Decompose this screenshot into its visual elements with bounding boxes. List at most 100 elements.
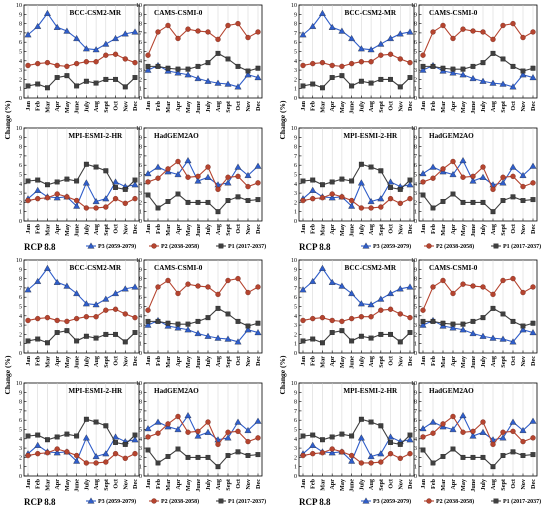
y-tick-label: 0 <box>19 351 22 357</box>
data-point-circle <box>205 164 211 170</box>
y-tick-label: 6 <box>19 40 22 46</box>
data-point-triangle <box>367 452 375 460</box>
data-point-triangle <box>469 329 477 337</box>
legend-circle-icon <box>151 498 157 504</box>
data-point-circle <box>470 28 476 34</box>
panel-frame <box>23 127 140 222</box>
x-tick-label: June <box>470 479 477 492</box>
panel-frame <box>143 382 263 477</box>
data-point-circle <box>368 205 374 211</box>
data-point-triangle <box>509 163 517 170</box>
x-tick-label: Aug <box>490 223 497 235</box>
x-tick-label: June <box>470 101 477 114</box>
data-point-square <box>440 65 446 71</box>
data-point-triangle <box>529 74 537 81</box>
x-tick-label: Apr <box>175 224 182 235</box>
data-point-circle <box>132 196 138 202</box>
x-tick-label: Feb <box>35 100 42 111</box>
data-point-circle <box>25 317 31 324</box>
data-point-triangle <box>82 300 90 307</box>
data-point-square <box>500 198 506 203</box>
data-point-triangle <box>338 27 346 34</box>
y-tick-label: 2 <box>139 332 142 338</box>
data-point-triangle <box>338 282 346 289</box>
data-point-square <box>520 323 526 329</box>
x-tick-label: Dec <box>407 224 414 234</box>
data-point-circle <box>358 460 365 466</box>
x-tick-label: Jan <box>145 355 152 365</box>
data-point-triangle <box>348 34 356 42</box>
x-tick-label: Nov <box>122 100 129 112</box>
data-point-circle <box>430 29 436 35</box>
data-point-circle <box>310 451 316 457</box>
x-tick-label: Feb <box>310 355 317 366</box>
data-point-triangle <box>406 28 414 35</box>
data-point-circle <box>348 197 355 204</box>
data-point-circle <box>185 26 191 32</box>
data-point-circle <box>175 290 181 297</box>
data-point-circle <box>64 194 70 200</box>
data-point-square <box>300 338 306 344</box>
panel-cams-csmi-0: 0 1 2 3 4 5 6 7 8 9 10 Jan Feb Mar Apr May June July Aug Se… <box>136 3 263 114</box>
data-point-square <box>420 63 426 69</box>
data-point-circle <box>450 290 456 297</box>
data-point-square <box>103 423 109 429</box>
data-point-circle <box>54 191 60 197</box>
panel-hadgem2ao: 0 1 2 3 4 5 6 7 8 9 10 Jan Feb Mar Apr May June July Aug Se… <box>411 126 538 237</box>
data-point-square <box>83 78 89 84</box>
x-tick-label: Dec <box>255 224 262 234</box>
data-point-triangle <box>499 434 507 441</box>
x-tick-label: Dec <box>530 224 537 234</box>
data-point-circle <box>245 438 251 445</box>
y-tick-label: 10 <box>291 258 297 264</box>
data-point-triangle <box>406 283 414 290</box>
y-tick-label: 10 <box>16 3 22 9</box>
data-point-circle <box>368 59 374 65</box>
x-tick-label: Aug <box>368 355 375 367</box>
data-point-square <box>470 63 476 69</box>
data-point-square <box>25 83 31 89</box>
x-tick-label: Jan <box>145 478 152 488</box>
data-point-circle <box>490 441 496 448</box>
data-point-square <box>145 192 151 198</box>
y-tick-label: 1 <box>294 87 297 93</box>
x-tick-label: Apr <box>54 356 61 367</box>
data-point-triangle <box>194 74 202 82</box>
x-tick-label: July <box>83 478 90 490</box>
data-point-circle <box>132 60 138 66</box>
data-point-circle <box>245 183 251 190</box>
y-tick-label: 0 <box>414 219 417 225</box>
x-tick-label: Dec <box>132 224 139 234</box>
data-point-triangle <box>254 162 262 169</box>
data-point-circle <box>44 195 51 201</box>
legend-square-icon <box>218 498 224 504</box>
data-point-square <box>54 434 60 440</box>
data-point-triangle <box>377 450 385 457</box>
y-tick-label: 3 <box>19 191 22 197</box>
data-point-triangle <box>509 418 517 425</box>
data-point-square <box>165 199 171 204</box>
data-point-circle <box>215 186 221 193</box>
data-point-circle <box>145 52 151 58</box>
data-point-square <box>215 50 221 56</box>
data-point-circle <box>490 36 496 43</box>
data-point-triangle <box>469 74 477 82</box>
panel-title: MPI-ESMI-2-HR <box>68 387 123 395</box>
x-tick-label: Dec <box>530 479 537 489</box>
y-tick-label: 10 <box>411 381 417 387</box>
data-point-circle <box>368 314 374 320</box>
x-tick-label: Sept <box>103 355 110 368</box>
x-tick-label: Oct <box>388 355 395 366</box>
y-tick-label: 6 <box>414 295 417 301</box>
data-point-square <box>368 164 374 170</box>
data-point-circle <box>387 306 394 312</box>
data-point-circle <box>112 196 119 202</box>
data-point-triangle <box>73 289 81 297</box>
x-tick-label: June <box>349 479 356 492</box>
data-point-triangle <box>194 177 202 184</box>
x-tick-label: Jan <box>420 478 427 488</box>
x-tick-label: July <box>358 100 365 112</box>
panel-frame <box>143 259 263 354</box>
data-point-circle <box>175 413 181 420</box>
